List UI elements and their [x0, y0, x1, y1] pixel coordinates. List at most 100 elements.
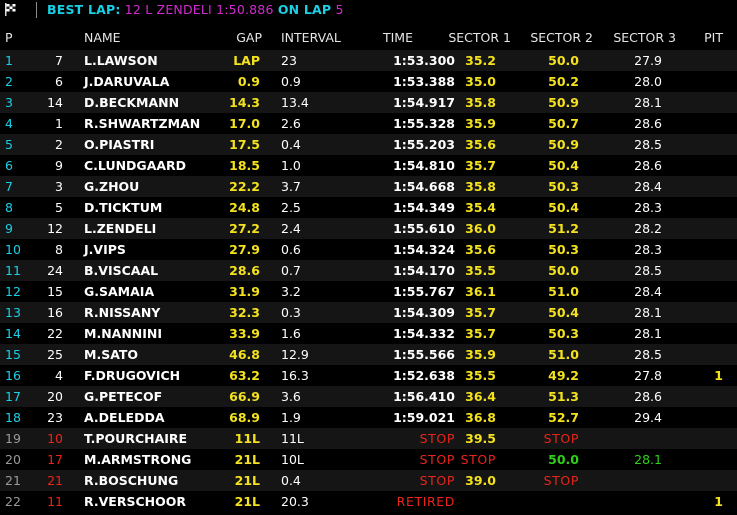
cell-lap-time: 1:54.668	[393, 179, 455, 194]
cell-driver-name: R.SHWARTZMAN	[84, 116, 201, 131]
cell-position: 14	[5, 326, 21, 341]
cell-driver-name: R.VERSCHOOR	[84, 494, 186, 509]
cell-lap-time: STOP	[419, 473, 455, 488]
table-row[interactable]: 11 24 B.VISCAAL 28.6 0.7 1:54.170 35.5 50.0 28.5	[0, 260, 737, 281]
cell-interval: 2.5	[281, 200, 301, 215]
table-row[interactable]: 9 12 L.ZENDELI 27.2 2.4 1:55.610 36.0 51.2 28.2	[0, 218, 737, 239]
cell-gap: 46.8	[229, 347, 260, 362]
header-time: TIME	[382, 30, 413, 45]
header-name: NAME	[84, 30, 121, 45]
cell-interval: 11L	[281, 431, 304, 446]
cell-gap: 21L	[234, 494, 260, 509]
cell-gap: 63.2	[229, 368, 260, 383]
header-sector-2: SECTOR 2	[530, 30, 593, 45]
cell-position: 20	[5, 452, 21, 467]
cell-driver-name: L.LAWSON	[84, 53, 158, 68]
cell-interval: 10L	[281, 452, 304, 467]
cell-gap: 68.9	[229, 410, 260, 425]
cell-lap-time: 1:54.309	[393, 305, 455, 320]
cell-position: 17	[5, 389, 21, 404]
cell-driver-name: O.PIASTRI	[84, 137, 155, 152]
cell-driver-name: C.LUNDGAARD	[84, 158, 187, 173]
cell-position: 4	[5, 116, 13, 131]
table-row[interactable]: 5 2 O.PIASTRI 17.5 0.4 1:55.203 35.6 50.9 28.5	[0, 134, 737, 155]
cell-interval: 23	[281, 53, 297, 68]
cell-car-number: 22	[47, 326, 63, 341]
cell-sector-1: 35.9	[465, 116, 496, 131]
cell-car-number: 17	[47, 452, 63, 467]
cell-sector-1: 35.6	[465, 137, 496, 152]
cell-lap-time: 1:54.349	[393, 200, 455, 215]
table-row[interactable]: 18 23 A.DELEDDA 68.9 1.9 1:59.021 36.8 52.7 29.4	[0, 407, 737, 428]
cell-sector-3: 28.1	[634, 452, 662, 467]
table-row[interactable]: 22 11 R.VERSCHOOR 21L 20.3 RETIRED 1	[0, 491, 737, 512]
cell-car-number: 24	[47, 263, 63, 278]
header-position: P	[5, 30, 13, 45]
table-row[interactable]: 14 22 M.NANNINI 33.9 1.6 1:54.332 35.7 50.3 28.1	[0, 323, 737, 344]
cell-interval: 3.2	[281, 284, 301, 299]
cell-interval: 1.6	[281, 326, 301, 341]
cell-driver-name: R.NISSANY	[84, 305, 161, 320]
cell-lap-time: 1:54.332	[393, 326, 455, 341]
cell-car-number: 25	[47, 347, 63, 362]
cell-driver-name: B.VISCAAL	[84, 263, 159, 278]
cell-car-number: 7	[55, 53, 63, 68]
cell-lap-time: 1:53.388	[393, 74, 455, 89]
cell-position: 2	[5, 74, 13, 89]
table-row[interactable]: 17 20 G.PETECOF 66.9 3.6 1:56.410 36.4 51.3 28.6	[0, 386, 737, 407]
cell-car-number: 4	[55, 368, 63, 383]
cell-sector-3: 28.4	[634, 179, 662, 194]
table-row[interactable]: 8 5 D.TICKTUM 24.8 2.5 1:54.349 35.4 50.4 28.3	[0, 197, 737, 218]
cell-gap: LAP	[233, 53, 260, 68]
cell-sector-1: 36.0	[465, 221, 496, 236]
cell-interval: 0.9	[281, 74, 301, 89]
cell-car-number: 15	[47, 284, 63, 299]
cell-sector-2: 50.9	[548, 95, 579, 110]
cell-driver-name: D.BECKMANN	[84, 95, 180, 110]
table-row[interactable]: 12 15 G.SAMAIA 31.9 3.2 1:55.767 36.1 51.0 28.4	[0, 281, 737, 302]
cell-lap-time: RETIRED	[396, 494, 455, 509]
cell-sector-2: 50.3	[548, 326, 579, 341]
table-row[interactable]: 10 8 J.VIPS 27.9 0.6 1:54.324 35.6 50.3 28.3	[0, 239, 737, 260]
cell-gap: 28.6	[229, 263, 260, 278]
table-row[interactable]: 1 7 L.LAWSON LAP 23 1:53.300 35.2 50.0 27.9	[0, 50, 737, 71]
best-lap-detail: 12 L ZENDELI 1:50.886	[124, 2, 274, 17]
cell-pit-count: 1	[714, 368, 723, 383]
cell-gap: 24.8	[229, 200, 260, 215]
table-row[interactable]: 16 4 F.DRUGOVICH 63.2 16.3 1:52.638 35.5 49.2 27…	[0, 365, 737, 386]
best-lap-label: BEST LAP:	[47, 2, 121, 17]
cell-driver-name: F.DRUGOVICH	[84, 368, 181, 383]
table-row[interactable]: 4 1 R.SHWARTZMAN 17.0 2.6 1:55.328 35.9 50.7 28.…	[0, 113, 737, 134]
cell-driver-name: T.POURCHAIRE	[84, 431, 188, 446]
cell-sector-3: 28.0	[634, 74, 662, 89]
cell-car-number: 11	[47, 494, 63, 509]
cell-sector-2: 51.2	[548, 221, 579, 236]
table-row[interactable]: 7 3 G.ZHOU 22.2 3.7 1:54.668 35.8 50.3 28.4	[0, 176, 737, 197]
table-row[interactable]: 20 17 M.ARMSTRONG 21L 10L STOP STOP 50.0 28.1	[0, 449, 737, 470]
cell-sector-2: 51.0	[548, 284, 579, 299]
table-row[interactable]: 3 14 D.BECKMANN 14.3 13.4 1:54.917 35.8 50.9 28.…	[0, 92, 737, 113]
cell-gap: 18.5	[229, 158, 260, 173]
table-row[interactable]: 13 16 R.NISSANY 32.3 0.3 1:54.309 35.7 50.4 28.1	[0, 302, 737, 323]
cell-interval: 0.6	[281, 242, 301, 257]
cell-interval: 0.7	[281, 263, 301, 278]
table-row[interactable]: 15 25 M.SATO 46.8 12.9 1:55.566 35.9 51.0 28.5	[0, 344, 737, 365]
table-row[interactable]: 21 21 R.BOSCHUNG 21L 0.4 STOP 39.0 STOP	[0, 470, 737, 491]
cell-sector-2: 49.2	[548, 368, 579, 383]
cell-sector-1: 36.8	[465, 410, 496, 425]
on-lap-value: 5	[335, 2, 344, 17]
cell-gap: 21L	[234, 473, 260, 488]
cell-sector-1: 35.8	[465, 95, 496, 110]
cell-sector-2: 50.0	[548, 263, 579, 278]
table-row[interactable]: 19 10 T.POURCHAIRE 11L 11L STOP 39.5 STOP	[0, 428, 737, 449]
divider	[36, 2, 37, 18]
cell-driver-name: G.ZHOU	[84, 179, 140, 194]
cell-sector-3: 28.2	[634, 221, 662, 236]
cell-lap-time: 1:55.328	[393, 116, 455, 131]
cell-position: 3	[5, 95, 13, 110]
table-row[interactable]: 2 6 J.DARUVALA 0.9 0.9 1:53.388 35.0 50.2 28.0	[0, 71, 737, 92]
table-row[interactable]: 6 9 C.LUNDGAARD 18.5 1.0 1:54.810 35.7 50.4 28.6	[0, 155, 737, 176]
cell-sector-1: 39.0	[465, 473, 496, 488]
cell-sector-3: 28.6	[634, 389, 662, 404]
cell-sector-1: 35.9	[465, 347, 496, 362]
